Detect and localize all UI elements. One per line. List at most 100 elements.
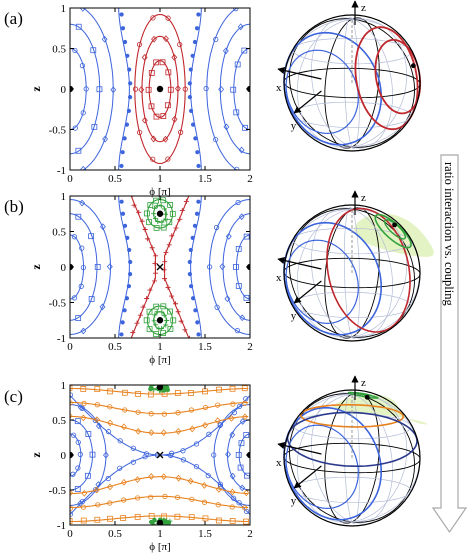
parameter-arrow: ratio interaction vs. coupling [431,154,468,534]
data-point [243,432,250,438]
data-point [266,432,271,438]
x-tick-label: 2 [247,173,253,185]
plot-area [32,8,287,172]
data-point [229,472,236,480]
y-tick-label: 1 [61,380,67,392]
data-point [196,12,201,17]
panel-label: (b) [4,197,24,216]
data-point [160,429,167,437]
data-point [137,129,143,136]
y-axis-label: z [29,86,43,92]
data-point [242,400,248,406]
data-point [142,454,148,460]
data-point [189,425,196,433]
data-point [155,219,161,225]
contour-line [70,404,107,506]
data-point [229,488,236,496]
data-point [160,197,167,204]
bloch-sphere-0: z x y [276,0,422,152]
contour-line [70,495,249,509]
data-point [237,23,244,31]
data-point [252,472,257,477]
data-point [94,416,100,424]
data-point [242,413,248,421]
data-point [201,499,208,505]
data-point [74,486,81,492]
contour-line [236,234,250,300]
z-axis-label: z [361,192,366,204]
data-point [132,86,139,92]
data-point [38,423,43,429]
data-point [239,314,246,322]
sphere-trajectory [285,49,359,135]
data-point [72,125,78,131]
data-point [193,463,200,470]
data-point [152,278,158,284]
data-point [58,441,62,445]
data-point [160,473,167,481]
data-point [177,41,183,48]
y-axis-arrow [293,465,322,489]
data-point [167,86,174,93]
data-point [213,36,219,42]
data-point [32,35,37,41]
data-point [70,432,77,438]
contour-line [70,23,101,155]
data-point [261,328,265,332]
data-point [230,86,237,93]
data-point [80,504,87,510]
data-point [255,485,260,491]
data-point [152,205,158,211]
y-tick-label: -1 [57,520,66,532]
data-point [193,136,198,141]
data-point [79,405,85,411]
data-point [163,35,169,43]
data-point [224,295,231,303]
data-point [153,197,159,204]
contour-line [70,401,249,415]
data-point [194,211,200,216]
data-point [283,36,287,40]
data-point [255,440,260,445]
data-point [75,465,81,471]
plot-area [56,196,265,338]
data-point [237,464,244,471]
data-point [75,23,82,30]
data-point [260,168,264,172]
data-point [179,207,185,213]
data-point [80,414,87,422]
y-axis-label-sphere: y [291,310,297,322]
sphere-parallel [292,37,412,65]
data-point [80,517,87,524]
data-point [119,163,124,169]
data-point [134,514,141,520]
sphere-parallel [292,476,412,504]
sphere-trajectory [283,31,383,146]
x-tick-label: 0 [67,173,73,185]
data-point [189,496,195,502]
x-axis-label: ϕ [π] [149,354,170,366]
data-point [148,473,155,480]
data-point [229,431,236,439]
data-point [166,219,173,226]
x-axis-label-sphere: x [276,457,282,469]
data-point [160,224,167,231]
data-point [260,201,264,205]
contour-line [118,8,130,170]
data-point [258,501,262,505]
data-point [167,201,174,208]
data-point [46,453,51,458]
data-point [56,284,60,288]
data-point [70,511,74,517]
data-point [234,61,241,68]
data-point [163,211,169,217]
data-point [122,39,128,45]
parameter-arrow-shape [431,154,468,534]
data-point [84,472,91,479]
data-point [147,287,153,293]
data-point [193,441,200,447]
data-point [50,432,55,437]
data-point [122,136,127,141]
y-tick-label: 0.5 [52,227,66,239]
contour-line [190,8,202,170]
